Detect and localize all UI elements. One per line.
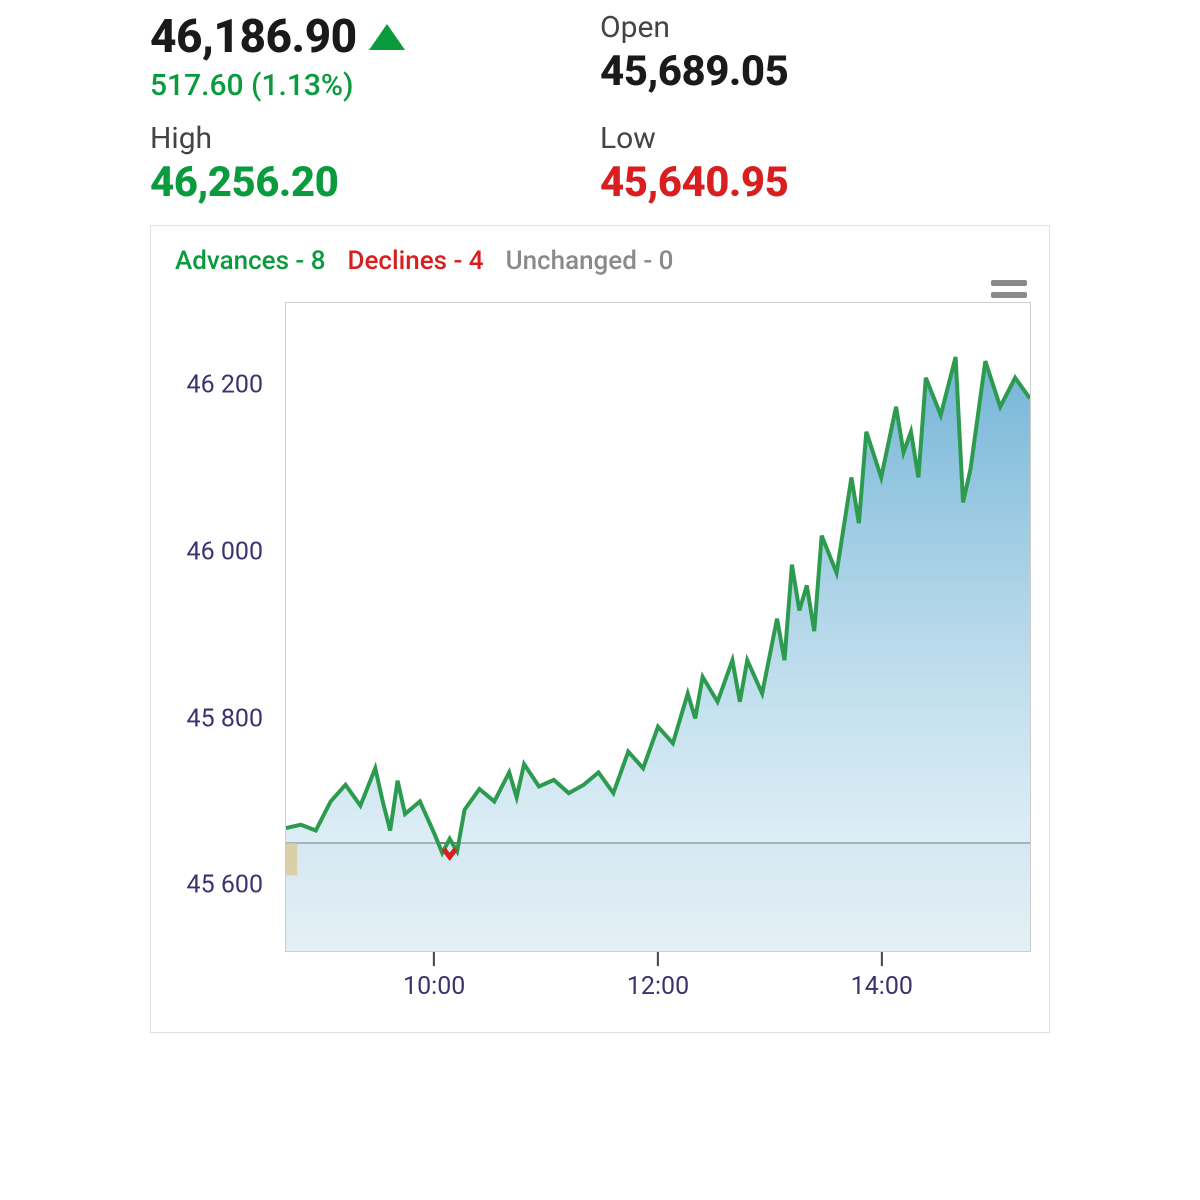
- low-block: Low 45,640.95: [600, 121, 1050, 207]
- y-tick-label: 46 200: [187, 371, 263, 400]
- chart-card: Advances - 8 Declines - 4 Unchanged - 0 …: [150, 225, 1050, 1033]
- y-tick-label: 45 600: [187, 871, 263, 900]
- open-label: Open: [600, 10, 1050, 45]
- high-value: 46,256.20: [150, 158, 600, 207]
- x-tick: 12:00: [627, 952, 689, 1001]
- last-price: 46,186.90: [150, 10, 357, 64]
- price-chart-svg: [286, 303, 1030, 951]
- low-value: 45,640.95: [600, 158, 1050, 207]
- y-axis-labels: 45 600 45 800 46 000 46 200: [165, 302, 275, 952]
- open-block: Open 45,689.05: [600, 10, 1050, 103]
- open-value: 45,689.05: [600, 47, 1050, 96]
- market-breadth: Advances - 8 Declines - 4 Unchanged - 0: [165, 246, 1035, 276]
- price-block: 46,186.90 517.60 (1.13%): [150, 10, 600, 103]
- declines-label: Declines - 4: [348, 246, 484, 276]
- unchanged-label: Unchanged - 0: [506, 246, 674, 276]
- advances-label: Advances - 8: [175, 246, 326, 276]
- price-change: 517.60 (1.13%): [150, 68, 600, 103]
- plot-area[interactable]: [285, 302, 1031, 952]
- high-block: High 46,256.20: [150, 121, 600, 207]
- price-main: 46,186.90: [150, 10, 600, 64]
- high-label: High: [150, 121, 600, 156]
- y-tick-label: 46 000: [187, 538, 263, 567]
- quote-header: 46,186.90 517.60 (1.13%) Open 45,689.05 …: [150, 0, 1050, 225]
- x-tick: 14:00: [851, 952, 913, 1001]
- x-tick: 10:00: [403, 952, 465, 1001]
- y-tick-label: 45 800: [187, 704, 263, 733]
- up-triangle-icon: [369, 24, 405, 50]
- x-axis: 10:00 12:00 14:00: [285, 952, 1031, 1002]
- low-label: Low: [600, 121, 1050, 156]
- plot-wrap: 45 600 45 800 46 000 46 200 10:00 12:00 14:00: [165, 302, 1035, 1002]
